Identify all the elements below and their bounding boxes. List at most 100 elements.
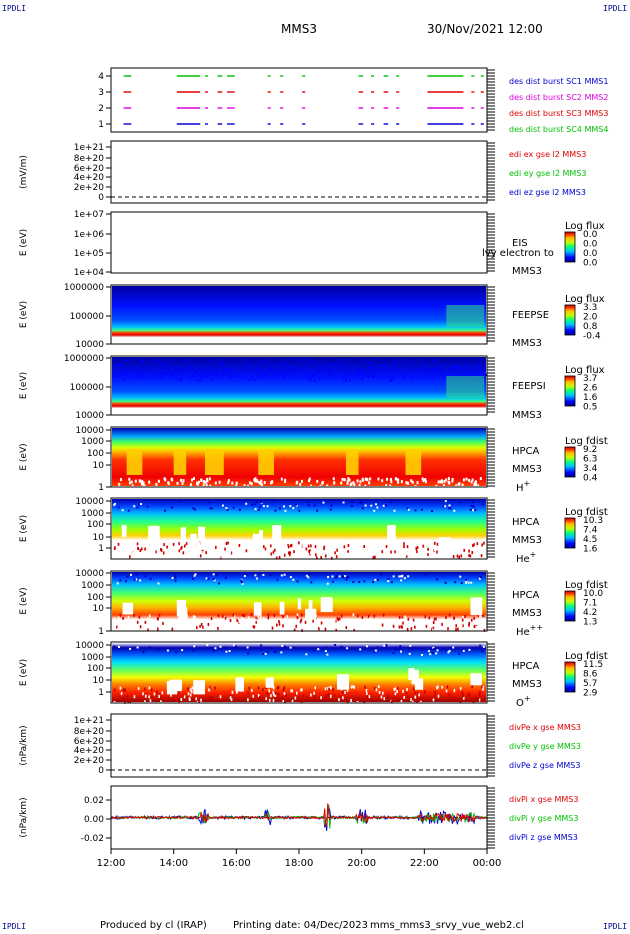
hpca-o-low-speckle	[373, 686, 376, 690]
hpca-he-high-speckle	[453, 509, 456, 512]
hpca-he-low-speckle	[221, 542, 223, 546]
hpca-o-high-speckle	[394, 648, 397, 651]
hpca-he2-high-speckle	[344, 575, 347, 578]
hpca-he-low-speckle	[197, 550, 200, 554]
hpca-h-gap-speckle	[389, 477, 392, 481]
feeps-i-speckle	[464, 372, 467, 375]
header-spacecraft: MMS3	[281, 22, 317, 36]
hpca-o-low-speckle	[177, 692, 179, 696]
eis-ytick-label: 1e+06	[74, 230, 105, 240]
hpca-he-high-speckle	[226, 509, 229, 512]
hpca-h-gap-speckle	[157, 479, 160, 483]
hpca-he2-low-speckle	[296, 613, 299, 617]
feeps-i-speckle	[120, 364, 123, 367]
hpca-o-high-speckle	[480, 650, 483, 653]
hpca-h-gap-speckle	[455, 484, 458, 488]
hpca-h-gap-speckle	[259, 481, 262, 485]
hpca-he2-low-speckle	[357, 614, 359, 618]
feeps-i-speckle	[188, 377, 191, 380]
hpca-he-low-speckle	[476, 542, 479, 546]
hpca-o-ytick-label: 1	[98, 688, 104, 698]
eis-ylabel: E (eV)	[19, 229, 29, 256]
hpca-he-low-speckle	[139, 549, 142, 553]
hpca-he2-high-speckle	[398, 575, 401, 578]
eis-frame	[110, 211, 488, 274]
feeps-i-speckle	[386, 368, 389, 371]
hpca-he-low-speckle	[178, 549, 181, 553]
hpca-he-high-speckle	[208, 501, 211, 504]
hpca-he2-low-speckle	[232, 613, 235, 617]
hpca-o-low-speckle	[127, 700, 130, 704]
hpca-he-low-speckle	[295, 548, 298, 552]
hpca-h-gap-speckle	[341, 477, 344, 481]
hpca-o-low-speckle	[211, 696, 213, 700]
hpca-o-low-speckle	[247, 698, 249, 702]
hpca-he2-high-speckle	[139, 579, 142, 582]
hpca-h-gap-speckle	[471, 478, 474, 482]
hpca-he-low-speckle	[403, 542, 405, 546]
hpca-h-gap-speckle	[369, 477, 372, 481]
hpca-he-species-charge: +	[530, 550, 537, 559]
hpca-he-low-speckle	[190, 556, 192, 560]
feeps-e-ytick-label: 1000000	[64, 283, 104, 293]
hpca-he-low-speckle	[468, 549, 470, 553]
feeps-i-speckle	[339, 362, 342, 365]
hpca-o-low-speckle	[189, 693, 192, 697]
hpca-o-high-speckle	[206, 647, 209, 650]
hpca-he2-high-speckle	[171, 576, 174, 579]
hpca-h-gap-speckle	[120, 478, 123, 482]
hpca-h-spectrogram-fill	[112, 428, 486, 486]
hpca-he-low-speckle	[393, 546, 396, 550]
divpe-ytick-label: 8e+20	[74, 727, 105, 737]
hpca-he2-white-patch	[122, 602, 134, 615]
feeps-i-speckle	[221, 373, 224, 376]
hpca-he2-low-speckle	[147, 628, 149, 632]
hpca-he-low-speckle	[293, 550, 295, 554]
hpca-o-low-speckle	[343, 698, 345, 702]
hpca-h-gap-speckle	[321, 481, 324, 485]
feeps-i-speckle	[282, 371, 285, 374]
feeps-i-speckle	[342, 377, 345, 380]
feeps-i-speckle	[200, 376, 203, 379]
hpca-he2-low-speckle	[202, 625, 204, 629]
hpca-o-high-speckle	[399, 645, 402, 648]
hpca-o-low-speckle	[480, 685, 483, 689]
hpca-he2-low-speckle	[133, 627, 135, 631]
hpca-o-low-speckle	[405, 691, 408, 695]
hpca-he-high-speckle	[193, 508, 196, 511]
hpca-o-high-speckle	[214, 647, 217, 650]
hpca-he2-low-speckle	[320, 625, 322, 629]
feeps-i-speckle	[466, 364, 469, 367]
hpca-he-low-speckle	[150, 544, 153, 548]
hpca-he2-colorbar-tick: 7.1	[583, 599, 597, 609]
feeps-i-speckle	[266, 360, 269, 363]
hpca-he2-low-speckle	[130, 626, 133, 630]
hpca-he2-low-speckle	[146, 624, 148, 628]
hpca-he2-low-speckle	[392, 624, 395, 628]
hpca-he2-low-speckle	[229, 619, 232, 623]
feeps-i-speckle	[477, 363, 480, 366]
hpca-he2-low-speckle	[448, 613, 451, 617]
hpca-o-white-patch	[470, 673, 482, 686]
hpca-h-gap-speckle	[308, 477, 311, 481]
hpca-he-low-speckle	[206, 556, 209, 560]
hpca-he-low-speckle	[239, 555, 242, 559]
hpca-he2-low-speckle	[452, 628, 454, 632]
feeps-i-speckle	[319, 367, 322, 370]
feeps-i-speckle	[347, 374, 350, 377]
hpca-o-high-speckle	[359, 648, 362, 651]
feeps-e-spectrogram-fill	[112, 286, 486, 343]
hpca-he2-low-speckle	[282, 619, 284, 623]
hpca-he-colorbar-title: Log fdist	[565, 507, 608, 518]
hpca-he-low-speckle	[205, 551, 207, 555]
hpca-o-low-speckle	[188, 697, 191, 701]
feeps-i-speckle	[285, 360, 288, 363]
feeps-i-speckle	[338, 369, 341, 372]
hpca-he2-low-speckle	[481, 615, 483, 619]
hpca-he-low-speckle	[309, 549, 311, 553]
hpca-o-high-speckle	[448, 649, 451, 652]
feeps-i-speckle	[178, 370, 181, 373]
hpca-h-gap-speckle	[176, 481, 179, 485]
hpca-o-low-speckle	[363, 699, 366, 703]
hpca-he-low-speckle	[427, 553, 429, 557]
